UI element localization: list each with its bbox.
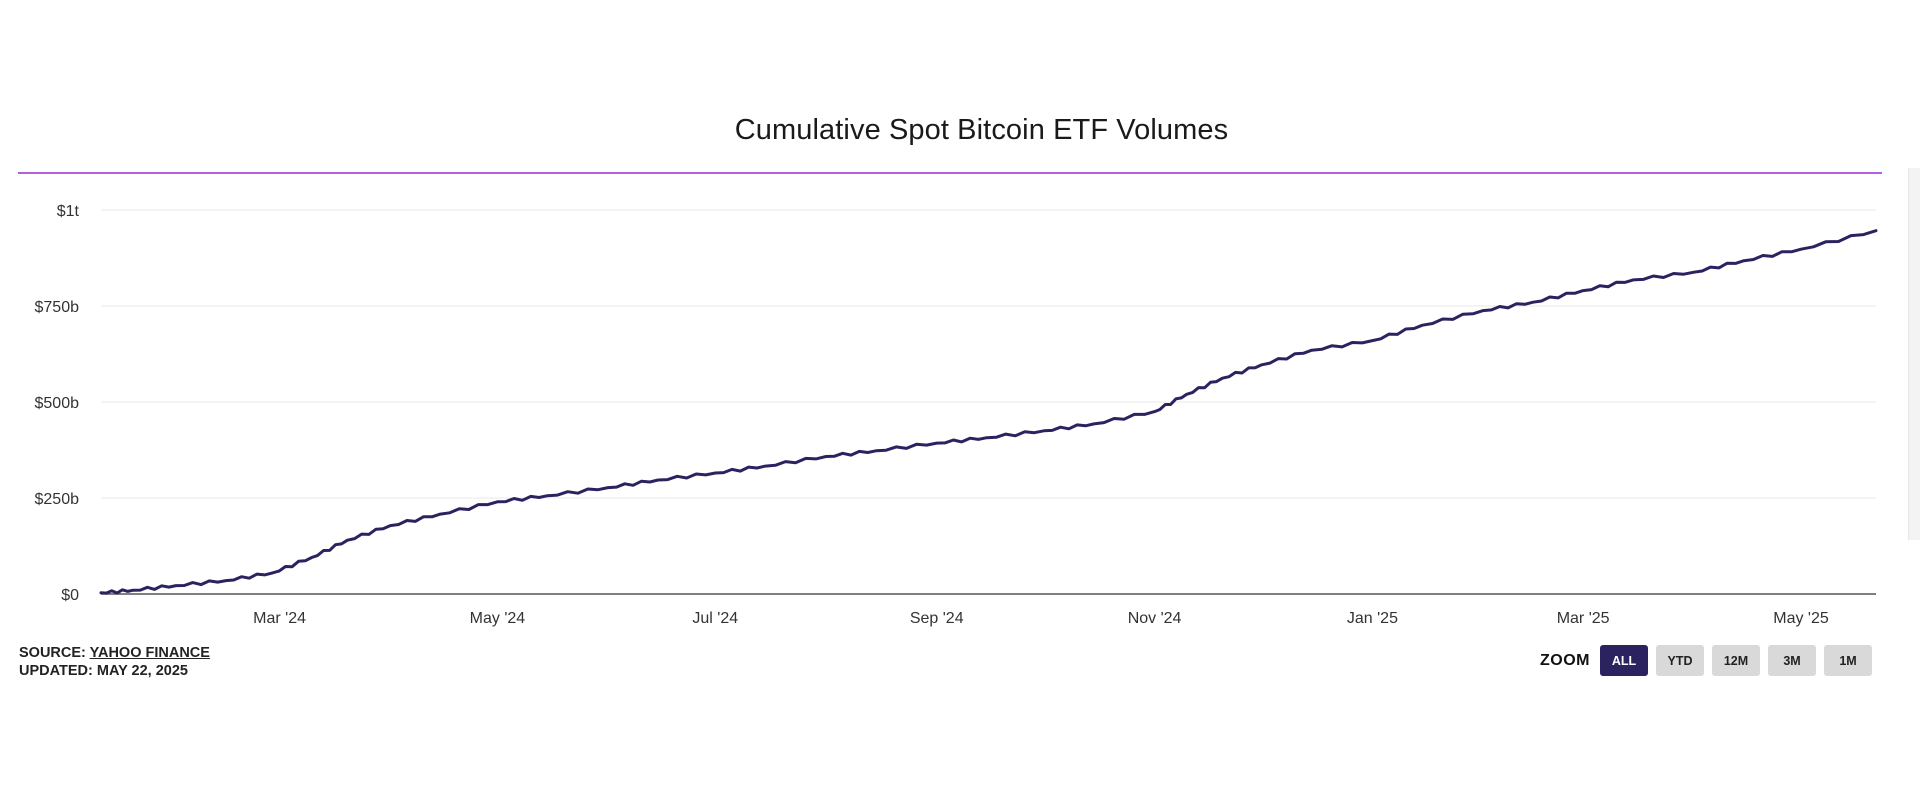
zoom-1m-button[interactable]: 1M (1824, 645, 1872, 676)
source-link[interactable]: YAHOO FINANCE (89, 645, 210, 661)
x-tick-label: Jul '24 (692, 610, 738, 627)
zoom-3m-button[interactable]: 3M (1768, 645, 1816, 676)
y-tick-label: $750b (35, 299, 80, 316)
x-tick-label: Mar '24 (253, 610, 306, 627)
zoom-controls: ZOOM ALL YTD 12M 3M 1M (1540, 644, 1880, 677)
zoom-label: ZOOM (1540, 651, 1590, 669)
chart-title: Cumulative Spot Bitcoin ETF Volumes (734, 114, 1229, 146)
y-tick-label: $500b (35, 395, 80, 412)
y-tick-label: $250b (35, 491, 80, 508)
zoom-12m-button[interactable]: 12M (1712, 645, 1760, 676)
zoom-all-button[interactable]: ALL (1600, 645, 1648, 676)
source-label: SOURCE: (19, 645, 90, 661)
x-tick-label: May '24 (470, 610, 526, 627)
y-tick-label: $1t (57, 203, 80, 220)
x-tick-label: Nov '24 (1128, 610, 1182, 627)
x-tick-label: Mar '25 (1557, 610, 1610, 627)
footer-source: SOURCE: YAHOO FINANCE UPDATED: MAY 22, 2… (19, 644, 210, 680)
right-scroll-track[interactable] (1908, 168, 1920, 540)
x-tick-label: Jan '25 (1347, 610, 1398, 627)
x-tick-label: Sep '24 (910, 610, 964, 627)
x-tick-label: May '25 (1773, 610, 1829, 627)
zoom-ytd-button[interactable]: YTD (1656, 645, 1704, 676)
updated-text: UPDATED: MAY 22, 2025 (19, 663, 188, 679)
series-line (99, 229, 1878, 595)
title-accent-rule (18, 172, 1882, 174)
y-tick-label: $0 (61, 587, 79, 604)
